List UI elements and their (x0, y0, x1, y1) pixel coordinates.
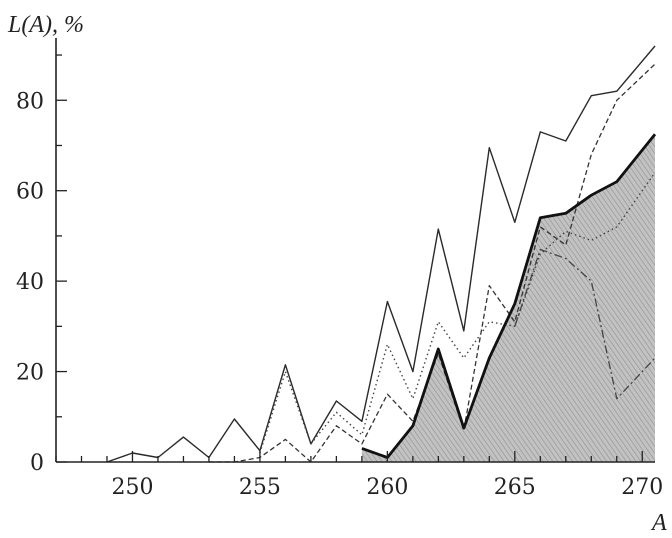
axes-layer: 250 255 260 265 270 0 20 40 60 80 (16, 38, 663, 500)
x-tick-label: 260 (366, 475, 408, 500)
x-tick-label: 265 (494, 475, 536, 500)
series-layer (106, 45, 657, 463)
series-3-line (514, 248, 656, 400)
y-tick-label: 20 (16, 361, 44, 386)
y-tick-label: 80 (16, 89, 44, 114)
x-axis-label: A (650, 510, 667, 536)
x-tick-label: 250 (111, 475, 153, 500)
filled-area-layer (361, 134, 655, 462)
y-tick-label: 60 (16, 180, 44, 205)
x-tick-label: 270 (621, 475, 663, 500)
y-tick-label: 0 (30, 451, 44, 476)
series-0-line (106, 45, 656, 463)
y-tick-label: 40 (16, 270, 44, 295)
x-tick-label: 255 (239, 475, 281, 500)
series-4-line (361, 133, 657, 459)
y-axis-label: L(A), % (7, 12, 84, 38)
series-4-area (361, 134, 655, 462)
